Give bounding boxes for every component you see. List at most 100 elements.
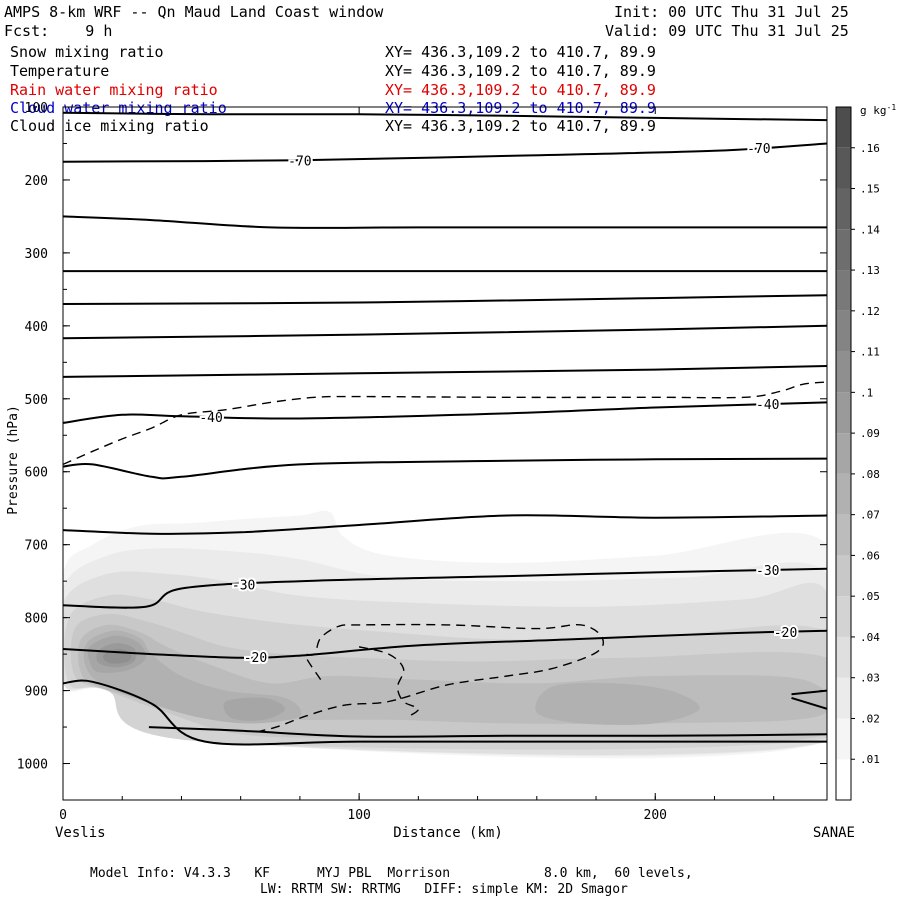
colorbar: .01 .02 .03 .04 .05 .06 .07 .08 .09 .1 .11 .12 .13 .1… [835,106,880,801]
isotherm-label-7-0: -40 [199,411,222,426]
isotherm-4 [63,294,827,305]
colorbar-label-13: .14 [860,223,880,236]
y-tick-label-700: 700 [25,539,48,554]
y-tick-label-800: 800 [25,612,48,627]
colorbar-label-5: .06 [860,549,880,562]
isotherm-12 [63,679,827,746]
colorbar-swatch-8 [836,433,851,474]
colorbar-label-1: .02 [860,712,880,725]
colorbar-swatch-10 [836,351,851,393]
field-name-temperature: Temperature [10,62,110,80]
colorbar-swatch-4 [836,596,851,637]
isotherm-label-1-0: -70 [288,154,311,169]
isotherm-7 [63,401,827,424]
isotherm-5 [63,324,827,340]
field-name-cloud-ice: Cloud ice mixing ratio [10,117,209,135]
temperature-isotherms: -70 -70 -40 -40 -30 -30 -20 -20 [63,111,827,746]
isotherm-15 [791,696,827,710]
chart-title: AMPS 8-km WRF -- Qn Maud Land Coast wind… [4,3,384,21]
isotherm-14 [791,689,827,696]
plot-frame [62,106,828,801]
y-axis-title: Pressure (hPa) [6,405,21,515]
isotherm-13 [148,726,827,738]
cloud-ice-contour-1 [255,623,605,733]
snow-shade-9 [223,697,286,721]
colorbar-swatch-7 [836,473,851,515]
isotherm-label-11-1: -20 [774,626,797,641]
colorbar-label-7: .08 [860,468,880,481]
colorbar-swatch-12 [836,270,851,311]
field-xy-cloud-ice: XY= 436.3,109.2 to 410.7, 89.9 [385,117,656,135]
colorbar-label-12: .13 [860,264,880,277]
colorbar-unit: g kg-1 [860,103,896,117]
colorbar-swatch-6 [836,514,851,556]
colorbar-swatch-1 [836,718,851,760]
colorbar-swatch-14 [836,188,851,230]
y-tick-label-100: 100 [25,101,48,116]
colorbar-label-9: .1 [860,386,873,399]
field-name-rain: Rain water mixing ratio [10,81,218,99]
field-xy-cloud-water: XY= 436.3,109.2 to 410.7, 89.9 [385,99,656,117]
isotherm-1 [63,142,827,163]
colorbar-swatch-16 [836,107,851,148]
footer-model-info: Model Info: V4.3.3 KF MYJ PBL Morrison 8… [90,866,693,881]
x-right-end-label: SANAE [813,825,855,841]
colorbar-label-2: .03 [860,672,880,685]
colorbar-swatch-9 [836,392,851,434]
isotherm-10 [63,567,827,609]
isotherm-label-10-1: -30 [756,564,779,579]
isotherm-11 [63,629,827,659]
snow-shading [63,510,827,759]
x-axis: 0 100 200 [59,107,775,823]
colorbar-swatch-3 [836,636,851,678]
valid-time: Valid: 09 UTC Thu 31 Jul 25 [605,22,849,40]
colorbar-label-15: .16 [860,142,880,155]
colorbar-label-11: .12 [860,305,880,318]
y-tick-label-300: 300 [25,247,48,262]
forecast-hour: Fcst: 9 h [4,22,113,40]
x-left-end-label: Veslis [55,825,106,841]
y-axis: 100 200 300 400 500 600 700 800 900 1000 [17,101,827,801]
colorbar-label-8: .09 [860,427,880,440]
colorbar-swatch-13 [836,229,851,271]
y-tick-label-1000: 1000 [17,758,48,773]
field-name-snow: Snow mixing ratio [10,43,164,61]
colorbar-label-0: .01 [860,753,880,766]
isotherm-2 [63,215,827,229]
cloud-ice-contour-2 [358,646,420,717]
x-axis-title: Distance (km) [393,825,503,841]
isotherm-label-1-1: -70 [747,142,770,157]
cloud-ice-contour-0 [63,381,827,466]
field-xy-snow: XY= 436.3,109.2 to 410.7, 89.9 [385,43,656,61]
colorbar-label-10: .11 [860,346,880,359]
colorbar-frame [835,106,852,801]
colorbar-swatch-0 [836,759,851,800]
isotherm-0 [63,111,827,122]
x-tick-label-100: 100 [347,808,370,823]
colorbar-label-4: .05 [860,590,880,603]
colorbar-label-3: .04 [860,631,880,644]
isotherm-9 [63,514,827,535]
y-tick-label-900: 900 [25,685,48,700]
snow-shade-7 [535,682,700,725]
cloud-ice-contours [63,381,827,733]
field-xy-rain: XY= 436.3,109.2 to 410.7, 89.9 [385,81,656,99]
y-tick-label-600: 600 [25,466,48,481]
colorbar-swatch-11 [836,310,851,352]
y-tick-label-500: 500 [25,393,48,408]
isotherm-label-10-0: -30 [232,579,255,594]
x-tick-label-0: 0 [59,808,67,823]
isotherm-label-11-0: -20 [244,651,267,666]
x-tick-label-200: 200 [644,808,667,823]
colorbar-label-14: .15 [860,183,880,196]
colorbar-label-6: .07 [860,509,880,522]
isotherm-6 [63,365,827,378]
field-xy-temperature: XY= 436.3,109.2 to 410.7, 89.9 [385,62,656,80]
colorbar-swatch-2 [836,677,851,719]
colorbar-swatch-5 [836,555,851,597]
colorbar-swatch-15 [836,147,851,189]
y-tick-label-200: 200 [25,174,48,189]
isotherm-label-7-1: -40 [756,398,779,413]
isotherm-8 [63,457,827,480]
